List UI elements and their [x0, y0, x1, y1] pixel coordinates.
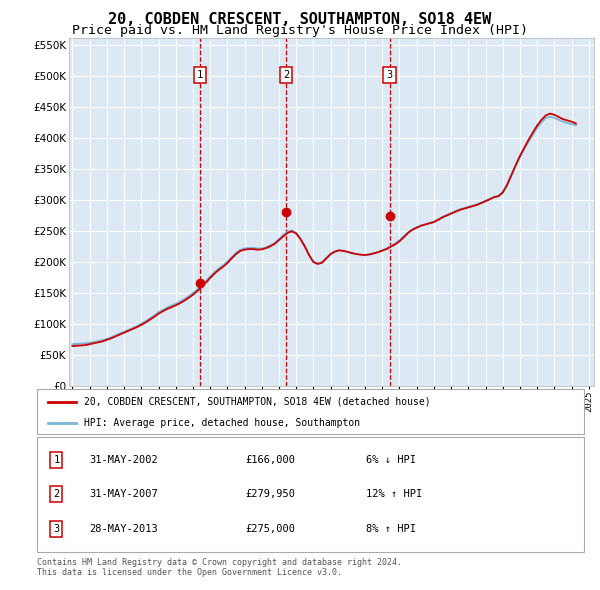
- Text: 12% ↑ HPI: 12% ↑ HPI: [365, 489, 422, 499]
- Text: 8% ↑ HPI: 8% ↑ HPI: [365, 524, 416, 533]
- FancyBboxPatch shape: [37, 389, 584, 434]
- Text: 31-MAY-2007: 31-MAY-2007: [89, 489, 158, 499]
- Text: 6% ↓ HPI: 6% ↓ HPI: [365, 455, 416, 464]
- Text: 3: 3: [386, 70, 392, 80]
- FancyBboxPatch shape: [37, 437, 584, 552]
- Text: 20, COBDEN CRESCENT, SOUTHAMPTON, SO18 4EW: 20, COBDEN CRESCENT, SOUTHAMPTON, SO18 4…: [109, 12, 491, 27]
- Text: £279,950: £279,950: [245, 489, 295, 499]
- Text: 2: 2: [53, 489, 59, 499]
- Text: 20, COBDEN CRESCENT, SOUTHAMPTON, SO18 4EW (detached house): 20, COBDEN CRESCENT, SOUTHAMPTON, SO18 4…: [84, 397, 430, 407]
- Text: 1: 1: [197, 70, 203, 80]
- Text: Price paid vs. HM Land Registry's House Price Index (HPI): Price paid vs. HM Land Registry's House …: [72, 24, 528, 37]
- Text: £166,000: £166,000: [245, 455, 295, 464]
- Text: Contains HM Land Registry data © Crown copyright and database right 2024.
This d: Contains HM Land Registry data © Crown c…: [37, 558, 402, 577]
- Text: £275,000: £275,000: [245, 524, 295, 533]
- Text: 28-MAY-2013: 28-MAY-2013: [89, 524, 158, 533]
- Text: 1: 1: [53, 455, 59, 464]
- Text: 31-MAY-2002: 31-MAY-2002: [89, 455, 158, 464]
- Text: HPI: Average price, detached house, Southampton: HPI: Average price, detached house, Sout…: [84, 418, 360, 428]
- Text: 2: 2: [283, 70, 289, 80]
- Text: 3: 3: [53, 524, 59, 533]
